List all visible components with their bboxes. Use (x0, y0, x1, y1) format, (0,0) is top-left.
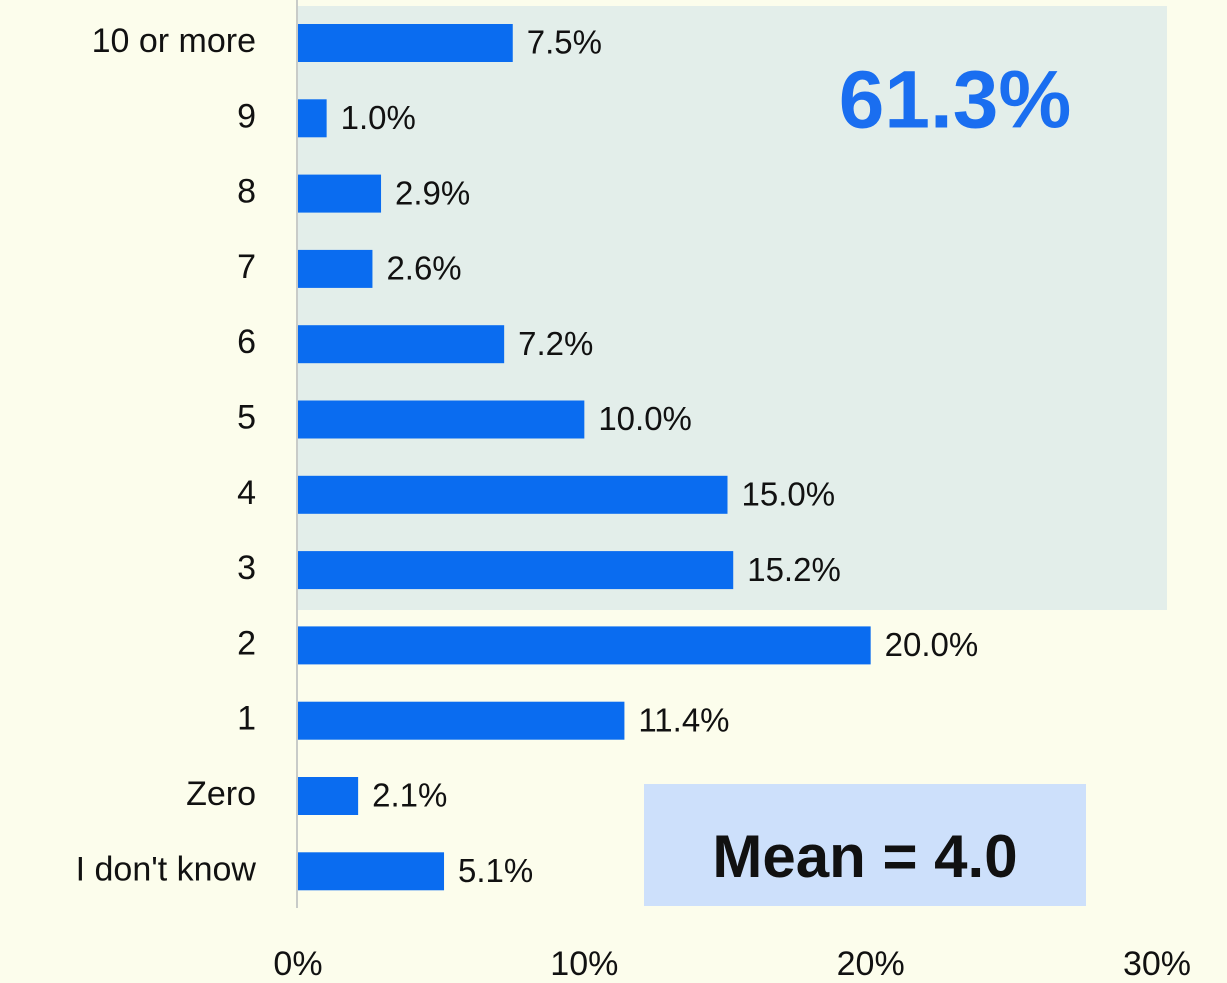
bar (298, 701, 625, 740)
value-label: 2.9% (395, 174, 470, 211)
y-tick-label: 10 or more (92, 22, 256, 60)
value-label: 2.1% (372, 777, 447, 814)
value-label: 5.1% (458, 852, 533, 889)
bar (298, 852, 445, 891)
value-label: 11.4% (638, 701, 729, 738)
x-tick-label: 10% (550, 945, 618, 983)
x-tick-label: 30% (1123, 945, 1191, 983)
y-tick-label: 3 (237, 549, 256, 587)
y-tick-label: 9 (237, 97, 256, 135)
bar (298, 249, 373, 288)
y-tick-label: 6 (237, 323, 256, 361)
bar (298, 24, 513, 62)
value-label: 7.5% (527, 24, 602, 61)
value-label: 15.2% (747, 551, 841, 588)
y-tick-label: 5 (237, 398, 256, 436)
y-tick-label: 1 (237, 700, 256, 738)
value-label: 7.2% (518, 325, 593, 362)
bar (298, 174, 382, 213)
y-tick-label: I don't know (76, 850, 257, 888)
mean-annotation: Mean = 4.0 (712, 823, 1017, 890)
value-label: 1.0% (341, 99, 416, 136)
y-tick-label: Zero (186, 775, 256, 813)
value-label: 10.0% (598, 400, 692, 437)
x-tick-label: 20% (837, 945, 905, 983)
highlight-annotation: 61.3% (839, 55, 1072, 146)
bar (298, 325, 505, 364)
value-label: 15.0% (742, 476, 836, 513)
y-tick-label: 7 (237, 248, 256, 286)
bar (298, 400, 585, 439)
value-label: 20.0% (885, 626, 979, 663)
bar (298, 99, 327, 138)
bar (298, 475, 728, 514)
bar (298, 551, 734, 590)
y-tick-label: 2 (237, 624, 256, 662)
bar (298, 626, 871, 665)
x-tick-label: 0% (273, 945, 322, 983)
mean-box (644, 784, 1086, 906)
bar (298, 777, 359, 815)
y-tick-label: 4 (237, 474, 256, 512)
y-tick-label: 8 (237, 173, 256, 211)
value-label: 2.6% (386, 250, 461, 287)
